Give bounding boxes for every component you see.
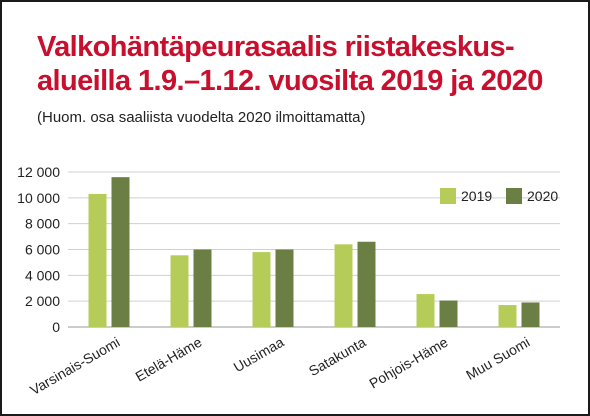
bar-2019 (170, 255, 189, 327)
y-tick-label: 12 000 (17, 164, 60, 180)
bar-2020 (357, 241, 376, 327)
chart-subtitle: (Huom. osa saaliista vuodelta 2020 ilmoi… (37, 109, 366, 126)
category-label: Muu Suomi (463, 334, 532, 383)
category-label: Varsinais-Suomi (27, 334, 122, 398)
chart-title: Valkohäntäpeurasaalis riistakeskus- alue… (37, 30, 577, 98)
legend-swatch-2020 (506, 188, 522, 204)
y-tick-label: 0 (52, 319, 60, 335)
category-label: Pohjois-Häme (366, 334, 450, 392)
bar-2019 (416, 294, 435, 327)
bar-2019 (252, 252, 271, 327)
category-label: Satakunta (306, 334, 369, 379)
bar-2020 (275, 249, 294, 327)
y-tick-label: 6 000 (25, 242, 60, 258)
bar-2019 (498, 305, 517, 327)
bar-2020 (111, 177, 130, 327)
bar-2020 (521, 302, 540, 327)
legend-label-2019: 2019 (461, 188, 492, 204)
category-label: Etelä-Häme (132, 334, 204, 385)
bar-2019 (334, 244, 353, 327)
y-tick-label: 2 000 (25, 293, 60, 309)
bar-2020 (193, 249, 212, 327)
bar-2020 (439, 300, 458, 327)
y-tick-label: 10 000 (17, 190, 60, 206)
chart-title-line-2: alueilla 1.9.–1.12. vuosilta 2019 ja 202… (37, 65, 543, 97)
bar-2019 (88, 193, 107, 327)
y-tick-label: 8 000 (25, 216, 60, 232)
legend-swatch-2019 (440, 188, 456, 204)
y-tick-label: 4 000 (25, 267, 60, 283)
chart-title-line-1: Valkohäntäpeurasaalis riistakeskus- (37, 31, 515, 63)
legend-label-2020: 2020 (527, 188, 558, 204)
category-label: Uusimaa (231, 334, 287, 376)
